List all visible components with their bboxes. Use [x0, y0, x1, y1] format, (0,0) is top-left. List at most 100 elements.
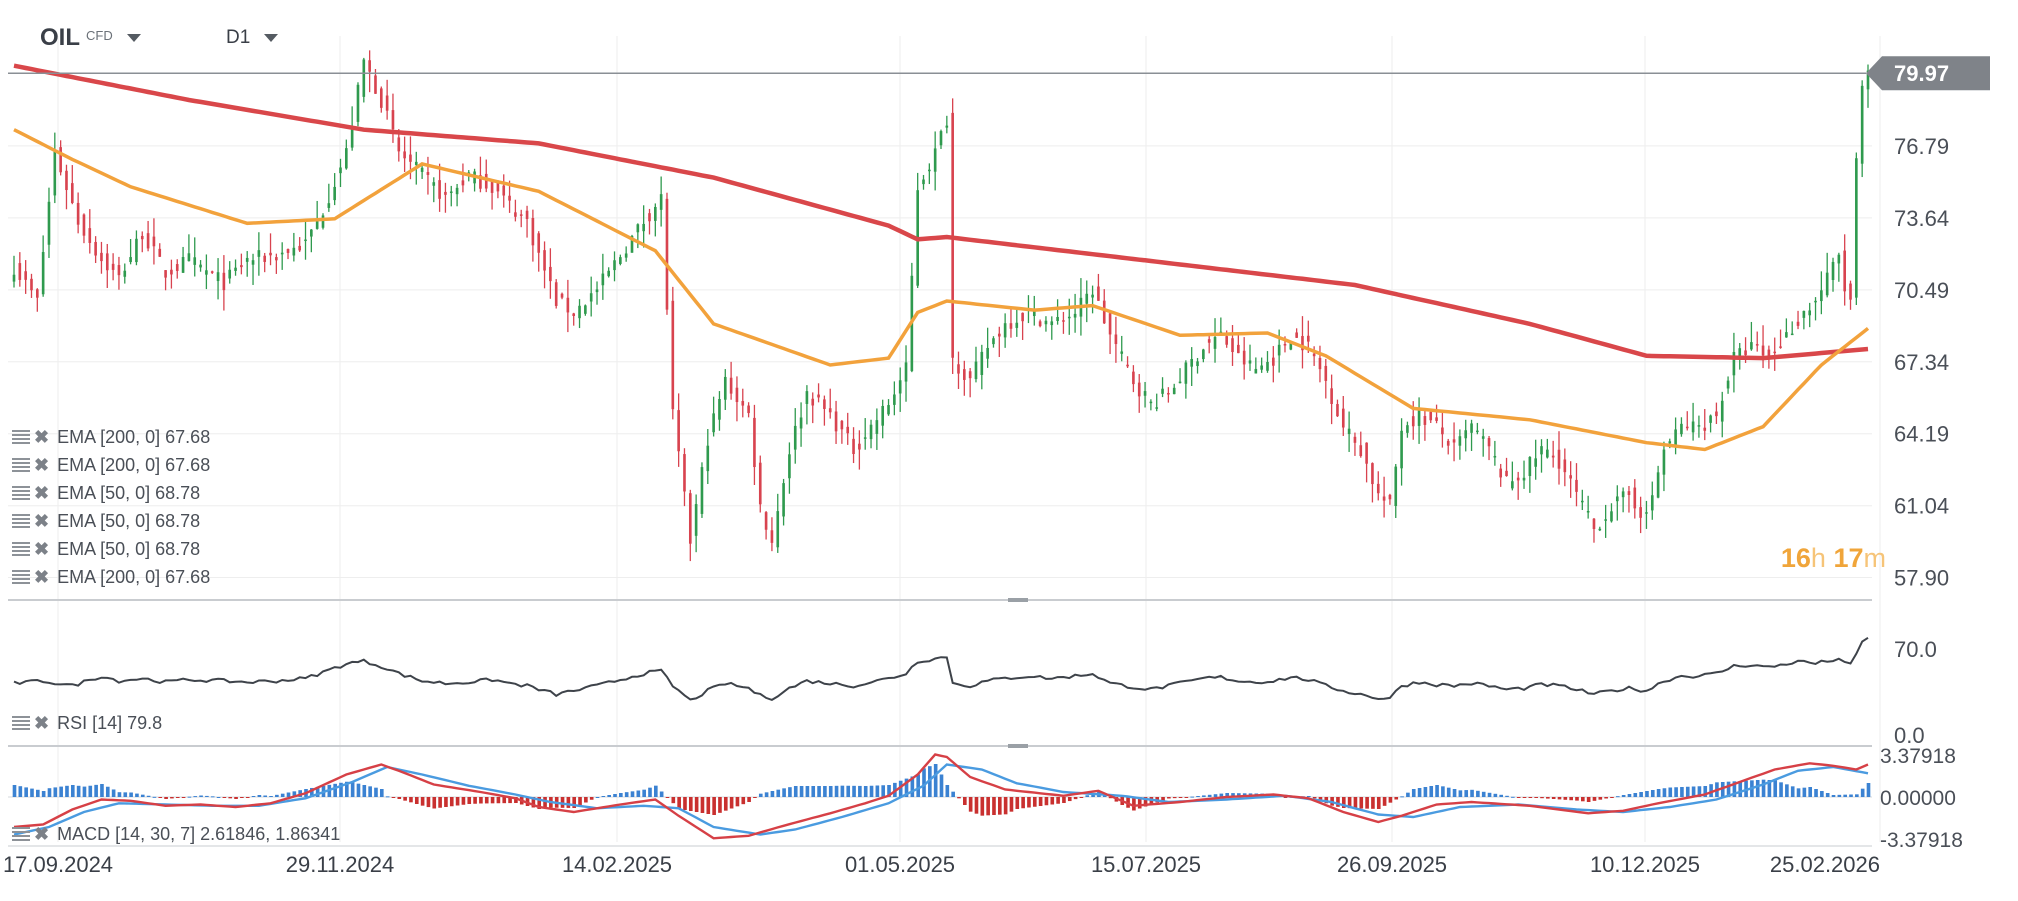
candle-body	[1120, 351, 1124, 354]
candle-body	[280, 252, 284, 255]
macd-histogram-bar	[1062, 797, 1066, 803]
settings-lines-icon[interactable]	[12, 514, 30, 528]
candle-body	[269, 252, 272, 256]
candle-body	[1137, 382, 1141, 397]
candle-body	[1347, 428, 1351, 435]
macd-histogram-bar	[817, 786, 821, 797]
remove-x-icon[interactable]: ✖	[34, 566, 50, 587]
candle-body	[700, 467, 704, 514]
remove-x-icon[interactable]: ✖	[34, 454, 50, 475]
candle-body	[1097, 286, 1100, 301]
candle-body	[1435, 417, 1438, 421]
macd-histogram-bar	[1464, 790, 1469, 797]
candle-body	[1324, 365, 1328, 381]
settings-lines-icon[interactable]	[12, 716, 30, 730]
settings-lines-icon[interactable]	[12, 430, 30, 444]
candle-body	[1266, 361, 1269, 371]
macd-histogram-bar	[146, 795, 151, 797]
macd-histogram-bar	[630, 791, 635, 797]
macd-histogram-bar	[1050, 797, 1055, 805]
remove-x-icon[interactable]: ✖	[34, 823, 50, 844]
candle-body	[18, 263, 22, 280]
macd-histogram-bar	[1441, 786, 1445, 797]
macd-histogram-bar	[677, 797, 681, 809]
macd-histogram-bar	[205, 795, 209, 797]
candle-body	[426, 172, 430, 175]
candle-body	[1627, 491, 1631, 495]
macd-histogram-bar	[269, 796, 273, 797]
candle-body	[432, 182, 436, 186]
candle-body	[1382, 496, 1386, 501]
macd-histogram-bar	[1534, 797, 1538, 798]
settings-lines-icon[interactable]	[12, 827, 30, 841]
candle-body	[210, 271, 214, 273]
candle-body	[1038, 321, 1042, 327]
remove-x-icon[interactable]: ✖	[34, 538, 50, 559]
candle-body	[1732, 352, 1736, 376]
macd-histogram-bar	[1802, 787, 1807, 797]
macd-tick-label: 3.37918	[1880, 745, 1956, 768]
macd-histogram-bar	[723, 797, 728, 811]
candle-body	[1056, 316, 1059, 321]
candle-body	[479, 175, 482, 189]
macd-histogram-bar	[858, 785, 862, 797]
settings-lines-icon[interactable]	[12, 542, 30, 556]
candle-body	[945, 125, 949, 128]
remove-x-icon[interactable]: ✖	[34, 510, 50, 531]
y-axis-tick-label: 64.19	[1894, 422, 1949, 447]
candle-body	[496, 182, 500, 192]
macd-histogram-bar	[1452, 789, 1457, 797]
candle-body	[310, 229, 313, 237]
timeframe-selector[interactable]: D1	[226, 18, 279, 58]
macd-histogram-bar	[1610, 797, 1614, 798]
macd-histogram-bar	[88, 785, 93, 797]
y-axis-tick-label: 73.64	[1894, 206, 1949, 231]
symbol-selector[interactable]: OIL CFD	[40, 18, 141, 58]
macd-histogram-bar	[187, 796, 192, 798]
candle-body	[560, 293, 564, 298]
macd-histogram-bar	[1435, 785, 1439, 797]
settings-lines-icon[interactable]	[12, 486, 30, 500]
macd-histogram-bar	[1511, 796, 1515, 798]
settings-lines-icon[interactable]	[12, 570, 30, 584]
remove-x-icon[interactable]: ✖	[34, 712, 50, 733]
macd-histogram-bar	[234, 797, 238, 799]
macd-histogram-bar	[869, 785, 874, 797]
x-axis-date-label: 01.05.2025	[845, 852, 955, 877]
rsi-label: RSI [14] 79.8	[57, 712, 163, 733]
candle-body	[245, 257, 249, 262]
symbol-dropdown-icon[interactable]	[126, 34, 141, 42]
settings-lines-icon[interactable]	[12, 458, 30, 472]
candle-body	[1516, 477, 1520, 481]
remove-x-icon[interactable]: ✖	[34, 482, 50, 503]
macd-histogram-bar	[834, 785, 839, 797]
candle-body	[438, 180, 441, 199]
candle-body	[82, 214, 86, 236]
macd-histogram-bar	[1038, 797, 1043, 806]
macd-histogram-bar	[624, 792, 629, 797]
candle-body	[531, 217, 535, 246]
candle-body	[1633, 487, 1637, 509]
macd-histogram-bar	[537, 797, 542, 809]
candle-countdown: 16h 17m	[1781, 543, 1886, 574]
macd-histogram-bar	[706, 797, 711, 814]
macd-histogram-bar	[111, 789, 116, 797]
remove-x-icon[interactable]: ✖	[34, 426, 50, 447]
macd-histogram-bar	[1790, 786, 1795, 797]
candle-body	[1184, 362, 1188, 384]
macd-histogram-bar	[654, 785, 658, 797]
macd-histogram-bar	[904, 778, 909, 797]
macd-histogram-bar	[1738, 781, 1743, 797]
timeframe-dropdown-icon[interactable]	[264, 34, 279, 42]
candle-body	[1464, 430, 1468, 439]
macd-histogram-bar	[444, 797, 448, 807]
candle-body	[1102, 300, 1106, 324]
macd-histogram-bar	[245, 797, 250, 798]
macd-histogram-bar	[1499, 794, 1504, 797]
macd-histogram-bar	[228, 797, 233, 799]
macd-histogram-bar	[1528, 797, 1533, 798]
macd-histogram-bar	[1470, 789, 1474, 797]
candle-body	[1814, 300, 1817, 303]
candle-body	[863, 437, 867, 439]
